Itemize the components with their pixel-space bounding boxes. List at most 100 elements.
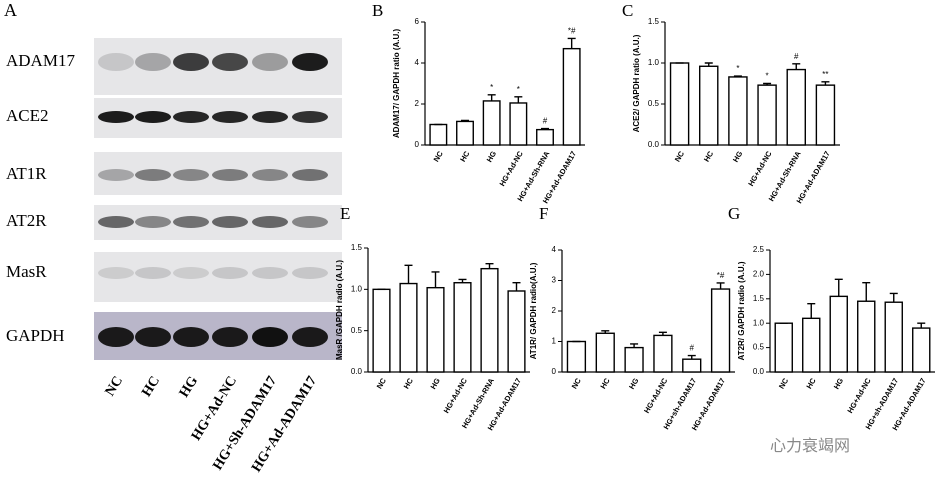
y-tick-label: 1.5 bbox=[753, 294, 765, 303]
bar bbox=[595, 332, 615, 373]
significance-label: * bbox=[766, 72, 769, 81]
blot-band bbox=[212, 169, 248, 181]
bar bbox=[884, 301, 903, 373]
x-tick-label: NC bbox=[570, 376, 584, 390]
blot-band bbox=[292, 327, 328, 347]
row-label: AT1R bbox=[6, 164, 47, 183]
bar bbox=[426, 286, 445, 373]
significance-label: * bbox=[736, 64, 739, 73]
x-tick-label: HC bbox=[402, 376, 416, 390]
y-tick-label: 6 bbox=[415, 17, 420, 26]
blot-band bbox=[252, 216, 288, 228]
bar bbox=[562, 47, 581, 146]
y-tick-label: 2.0 bbox=[753, 270, 765, 279]
bar bbox=[536, 128, 554, 146]
y-tick-label: 0.5 bbox=[648, 99, 660, 108]
y-tick-label: 1.5 bbox=[648, 17, 660, 26]
bar bbox=[669, 62, 690, 146]
error-bar bbox=[889, 292, 898, 303]
error-bar bbox=[821, 81, 830, 86]
bar bbox=[728, 76, 748, 146]
y-tick-label: 0.0 bbox=[753, 367, 765, 376]
error-bar bbox=[431, 271, 440, 288]
bar bbox=[456, 120, 474, 146]
y-tick-label: 0.5 bbox=[351, 326, 363, 335]
significance-label: *# bbox=[717, 271, 725, 280]
bar bbox=[699, 65, 719, 146]
y-tick-label: 4 bbox=[552, 245, 557, 254]
significance-label: # bbox=[543, 117, 548, 126]
significance-label: ** bbox=[822, 70, 828, 79]
error-bar bbox=[792, 63, 801, 70]
bar bbox=[453, 282, 472, 373]
blot-band bbox=[212, 111, 248, 123]
blot-band bbox=[173, 169, 209, 181]
error-bar bbox=[630, 343, 639, 348]
blot-band bbox=[252, 169, 288, 181]
error-bar bbox=[461, 119, 469, 122]
blot-band bbox=[135, 327, 171, 347]
y-tick-label: 2 bbox=[552, 306, 557, 315]
y-tick-label: 1.0 bbox=[648, 58, 660, 67]
blot-band bbox=[292, 53, 328, 71]
row-label: MasR bbox=[6, 262, 47, 281]
row-label: AT2R bbox=[6, 211, 47, 230]
significance-label: *# bbox=[568, 27, 576, 36]
bar bbox=[653, 334, 673, 373]
y-axis-title: ACE2/ GAPDH ratio (A.U.) bbox=[632, 34, 641, 132]
blot-band bbox=[252, 267, 288, 279]
blot-band bbox=[173, 53, 209, 71]
panel-label: E bbox=[340, 204, 350, 223]
row-label: GAPDH bbox=[6, 326, 65, 345]
bar bbox=[774, 322, 793, 373]
error-bar bbox=[567, 37, 576, 49]
blot-band bbox=[98, 169, 134, 181]
blot-band bbox=[135, 53, 171, 71]
panel-label: C bbox=[622, 1, 633, 20]
error-bar bbox=[601, 330, 610, 334]
y-tick-label: 0.5 bbox=[753, 343, 765, 352]
bar bbox=[682, 358, 702, 373]
blot-band bbox=[252, 53, 288, 71]
x-tick-label: HG+Ad-NC bbox=[498, 149, 526, 188]
panel-label: A bbox=[4, 0, 17, 20]
y-tick-label: 1.0 bbox=[351, 284, 363, 293]
bar bbox=[857, 300, 876, 373]
y-axis-title: MasR /GAPDH radio (A.U.) bbox=[335, 260, 344, 360]
significance-label: * bbox=[517, 85, 520, 94]
error-bar bbox=[658, 331, 667, 336]
blot-band bbox=[173, 111, 209, 123]
bar bbox=[372, 288, 391, 373]
lane-label: NC bbox=[103, 374, 126, 399]
x-tick-label: HC bbox=[702, 149, 716, 163]
blot-band bbox=[252, 327, 288, 347]
error-bar bbox=[458, 278, 467, 283]
error-bar bbox=[862, 281, 871, 302]
y-tick-label: 3 bbox=[552, 276, 557, 285]
panel-label: F bbox=[539, 204, 548, 223]
error-bar bbox=[733, 75, 742, 77]
row-label: ADAM17 bbox=[6, 51, 75, 70]
bar bbox=[624, 346, 644, 373]
panel-label: B bbox=[372, 1, 383, 20]
blot-band bbox=[98, 267, 134, 279]
blot-band bbox=[135, 111, 171, 123]
y-tick-label: 4 bbox=[415, 58, 420, 67]
error-bar bbox=[917, 322, 926, 329]
blot-band bbox=[98, 111, 134, 123]
y-tick-label: 1.0 bbox=[753, 318, 765, 327]
bar bbox=[802, 317, 821, 373]
y-tick-label: 0 bbox=[415, 140, 420, 149]
blot-band bbox=[98, 327, 134, 347]
bar bbox=[399, 282, 418, 373]
watermark: 心力衰竭网 bbox=[770, 437, 850, 455]
error-bar bbox=[763, 82, 772, 86]
y-tick-label: 0.0 bbox=[648, 140, 660, 149]
x-tick-label: HG+Ad-NC bbox=[845, 376, 873, 415]
bar bbox=[482, 100, 501, 146]
error-bar bbox=[487, 94, 496, 101]
x-tick-label: HG bbox=[429, 376, 443, 390]
y-tick-label: 0.0 bbox=[351, 367, 363, 376]
bar bbox=[507, 290, 526, 373]
